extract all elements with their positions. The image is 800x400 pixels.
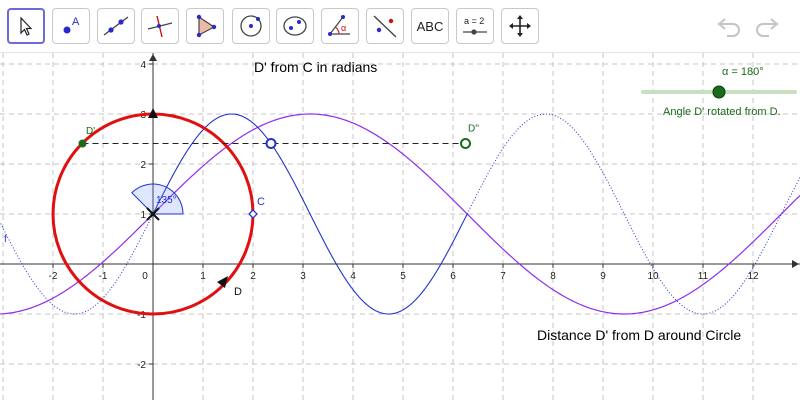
grid bbox=[0, 53, 800, 400]
angle-label: 135° bbox=[156, 195, 177, 206]
x-tick-label: 4 bbox=[350, 271, 356, 282]
construction-objects: 135° D C D' D'' bbox=[51, 85, 797, 316]
x-tick-label: -1 bbox=[99, 271, 108, 282]
x-tick-label: 2 bbox=[250, 271, 256, 282]
radians-curve-dotted bbox=[0, 215, 153, 315]
text-tool-button[interactable]: ABC bbox=[411, 8, 449, 44]
point-tool-button[interactable]: A bbox=[52, 8, 90, 44]
title-distance: Distance D' from D around Circle bbox=[537, 327, 742, 343]
perpendicular-line-tool-button[interactable] bbox=[141, 8, 179, 44]
circle-with-center-icon bbox=[240, 15, 262, 37]
x-tick-label: 3 bbox=[300, 271, 306, 282]
title-radians: D' from C in radians bbox=[254, 59, 378, 75]
toolbar: A bbox=[0, 0, 800, 53]
line-tool-button[interactable] bbox=[97, 8, 135, 44]
undo-button[interactable] bbox=[714, 12, 744, 40]
ellipse-icon bbox=[283, 16, 307, 36]
reflect-tool-button[interactable] bbox=[366, 8, 404, 44]
circle-tool-button[interactable] bbox=[232, 8, 270, 44]
x-tick-label: -2 bbox=[49, 271, 58, 282]
x-tick-label: 5 bbox=[400, 271, 406, 282]
center-cross bbox=[146, 207, 160, 221]
redo-icon bbox=[756, 18, 779, 37]
slider-tool-button[interactable]: a = 2 bbox=[456, 8, 494, 44]
angle-sector bbox=[131, 183, 184, 215]
polygon-icon bbox=[196, 14, 217, 38]
x-axis-arrow bbox=[792, 260, 799, 268]
line-through-points-icon bbox=[103, 16, 129, 36]
x-tick-label: 7 bbox=[500, 271, 506, 282]
y-axis-arrow bbox=[149, 54, 157, 61]
point-d-label: D bbox=[234, 286, 242, 298]
x-tick-label: 1 bbox=[200, 271, 206, 282]
move-tool-button[interactable] bbox=[7, 8, 45, 44]
angle-icon: α bbox=[328, 15, 350, 36]
point-d-prime bbox=[78, 139, 87, 148]
x-tick-label: 9 bbox=[600, 271, 606, 282]
point-c bbox=[248, 209, 258, 219]
radians-point bbox=[265, 138, 277, 149]
text-tool-label: ABC bbox=[416, 18, 444, 34]
y-tick-label: -1 bbox=[137, 310, 146, 321]
x-tick-label: 0 bbox=[142, 271, 148, 282]
x-tick-label: 10 bbox=[647, 271, 659, 282]
arrow-marker-top bbox=[148, 108, 158, 118]
point-icon: A bbox=[63, 16, 80, 34]
graphics-view[interactable]: -2 -1 0 1 2 3 4 5 6 7 8 9 10 11 12 -2 -1 1 2 3 4 f 135° D C D' D… bbox=[0, 53, 800, 400]
slider-caption: Angle D' rotated from D. bbox=[663, 106, 781, 118]
angle-tool-button[interactable]: α bbox=[321, 8, 359, 44]
ellipse-tool-button[interactable] bbox=[276, 8, 314, 44]
x-tick-label: 6 bbox=[450, 271, 456, 282]
slider-tool-label: a = 2 bbox=[464, 16, 484, 26]
redo-button[interactable] bbox=[752, 12, 782, 40]
y-tick-label: 4 bbox=[140, 60, 146, 71]
polygon-tool-button[interactable] bbox=[186, 8, 224, 44]
radians-curve-dotted bbox=[466, 113, 800, 315]
point-d-prime-label: D' bbox=[86, 126, 95, 137]
arrow-marker-d bbox=[217, 276, 228, 288]
slider-value-label: α = 180° bbox=[722, 66, 764, 78]
move-graphics-view-tool-button[interactable] bbox=[501, 8, 539, 44]
point-c-label: C bbox=[257, 196, 265, 208]
y-tick-label: 2 bbox=[140, 160, 146, 171]
reflect-about-line-icon bbox=[373, 15, 397, 38]
perpendicular-line-icon bbox=[147, 15, 173, 38]
angle-tool-alpha: α bbox=[341, 23, 346, 33]
cursor-arrow-icon bbox=[20, 16, 33, 36]
point-tool-letter: A bbox=[72, 16, 80, 28]
y-tick-label: 1 bbox=[140, 210, 146, 221]
move-arrows-icon bbox=[509, 15, 531, 37]
slider-knob[interactable] bbox=[712, 85, 726, 99]
distance-curve bbox=[0, 113, 800, 315]
undo-icon bbox=[717, 18, 740, 37]
point-d-double-prime bbox=[460, 138, 471, 149]
point-d-double-prime-label: D'' bbox=[468, 124, 479, 135]
x-tick-label: 8 bbox=[550, 271, 556, 282]
y-tick-label: -2 bbox=[137, 360, 146, 371]
x-tick-label: 12 bbox=[747, 271, 759, 282]
function-f-label: f bbox=[4, 234, 7, 245]
x-tick-label: 11 bbox=[698, 271, 709, 282]
slider-icon: a = 2 bbox=[463, 16, 487, 35]
